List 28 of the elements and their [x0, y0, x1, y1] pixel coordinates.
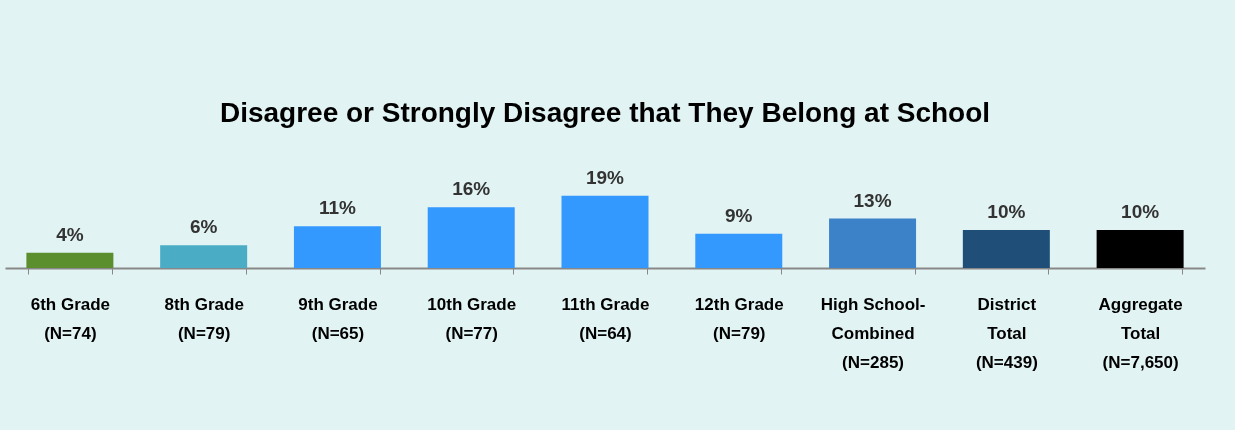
x-tick-label: 6th Grade (N=74): [30, 294, 111, 343]
data-label: 13%: [853, 189, 892, 211]
x-tick-label: High School- Combined (N=285): [820, 294, 926, 372]
bar: [829, 218, 917, 268]
data-label: 19%: [585, 166, 625, 188]
x-tick-label: District Total (N=439): [975, 294, 1038, 372]
data-label: 10%: [987, 200, 1026, 222]
data-label: 6%: [189, 216, 218, 238]
bar: [427, 207, 515, 268]
x-tick-label: 10th Grade (N=77): [427, 294, 517, 343]
chart-title: Disagree or Strongly Disagree that They Belong at School: [219, 97, 991, 128]
bar: [695, 233, 783, 268]
bar: [160, 245, 248, 268]
x-tick-label: 12th Grade (N=79): [694, 294, 784, 343]
x-tick-label: 9th Grade (N=65): [298, 294, 378, 343]
bar: [1096, 229, 1184, 268]
data-label: 10%: [1121, 200, 1160, 222]
bar: [293, 226, 381, 268]
data-label: 4%: [56, 223, 84, 245]
x-tick-label: Aggregate Total (N=7,650): [1098, 294, 1183, 372]
bar: [26, 252, 114, 268]
bar: [561, 195, 649, 268]
x-tick-label: 8th Grade (N=79): [164, 294, 244, 343]
bar: [962, 229, 1050, 268]
data-label: 16%: [452, 178, 491, 200]
data-label: 9%: [725, 204, 753, 226]
data-label: 11%: [318, 197, 357, 219]
x-tick-label: 11th Grade (N=64): [561, 294, 650, 343]
